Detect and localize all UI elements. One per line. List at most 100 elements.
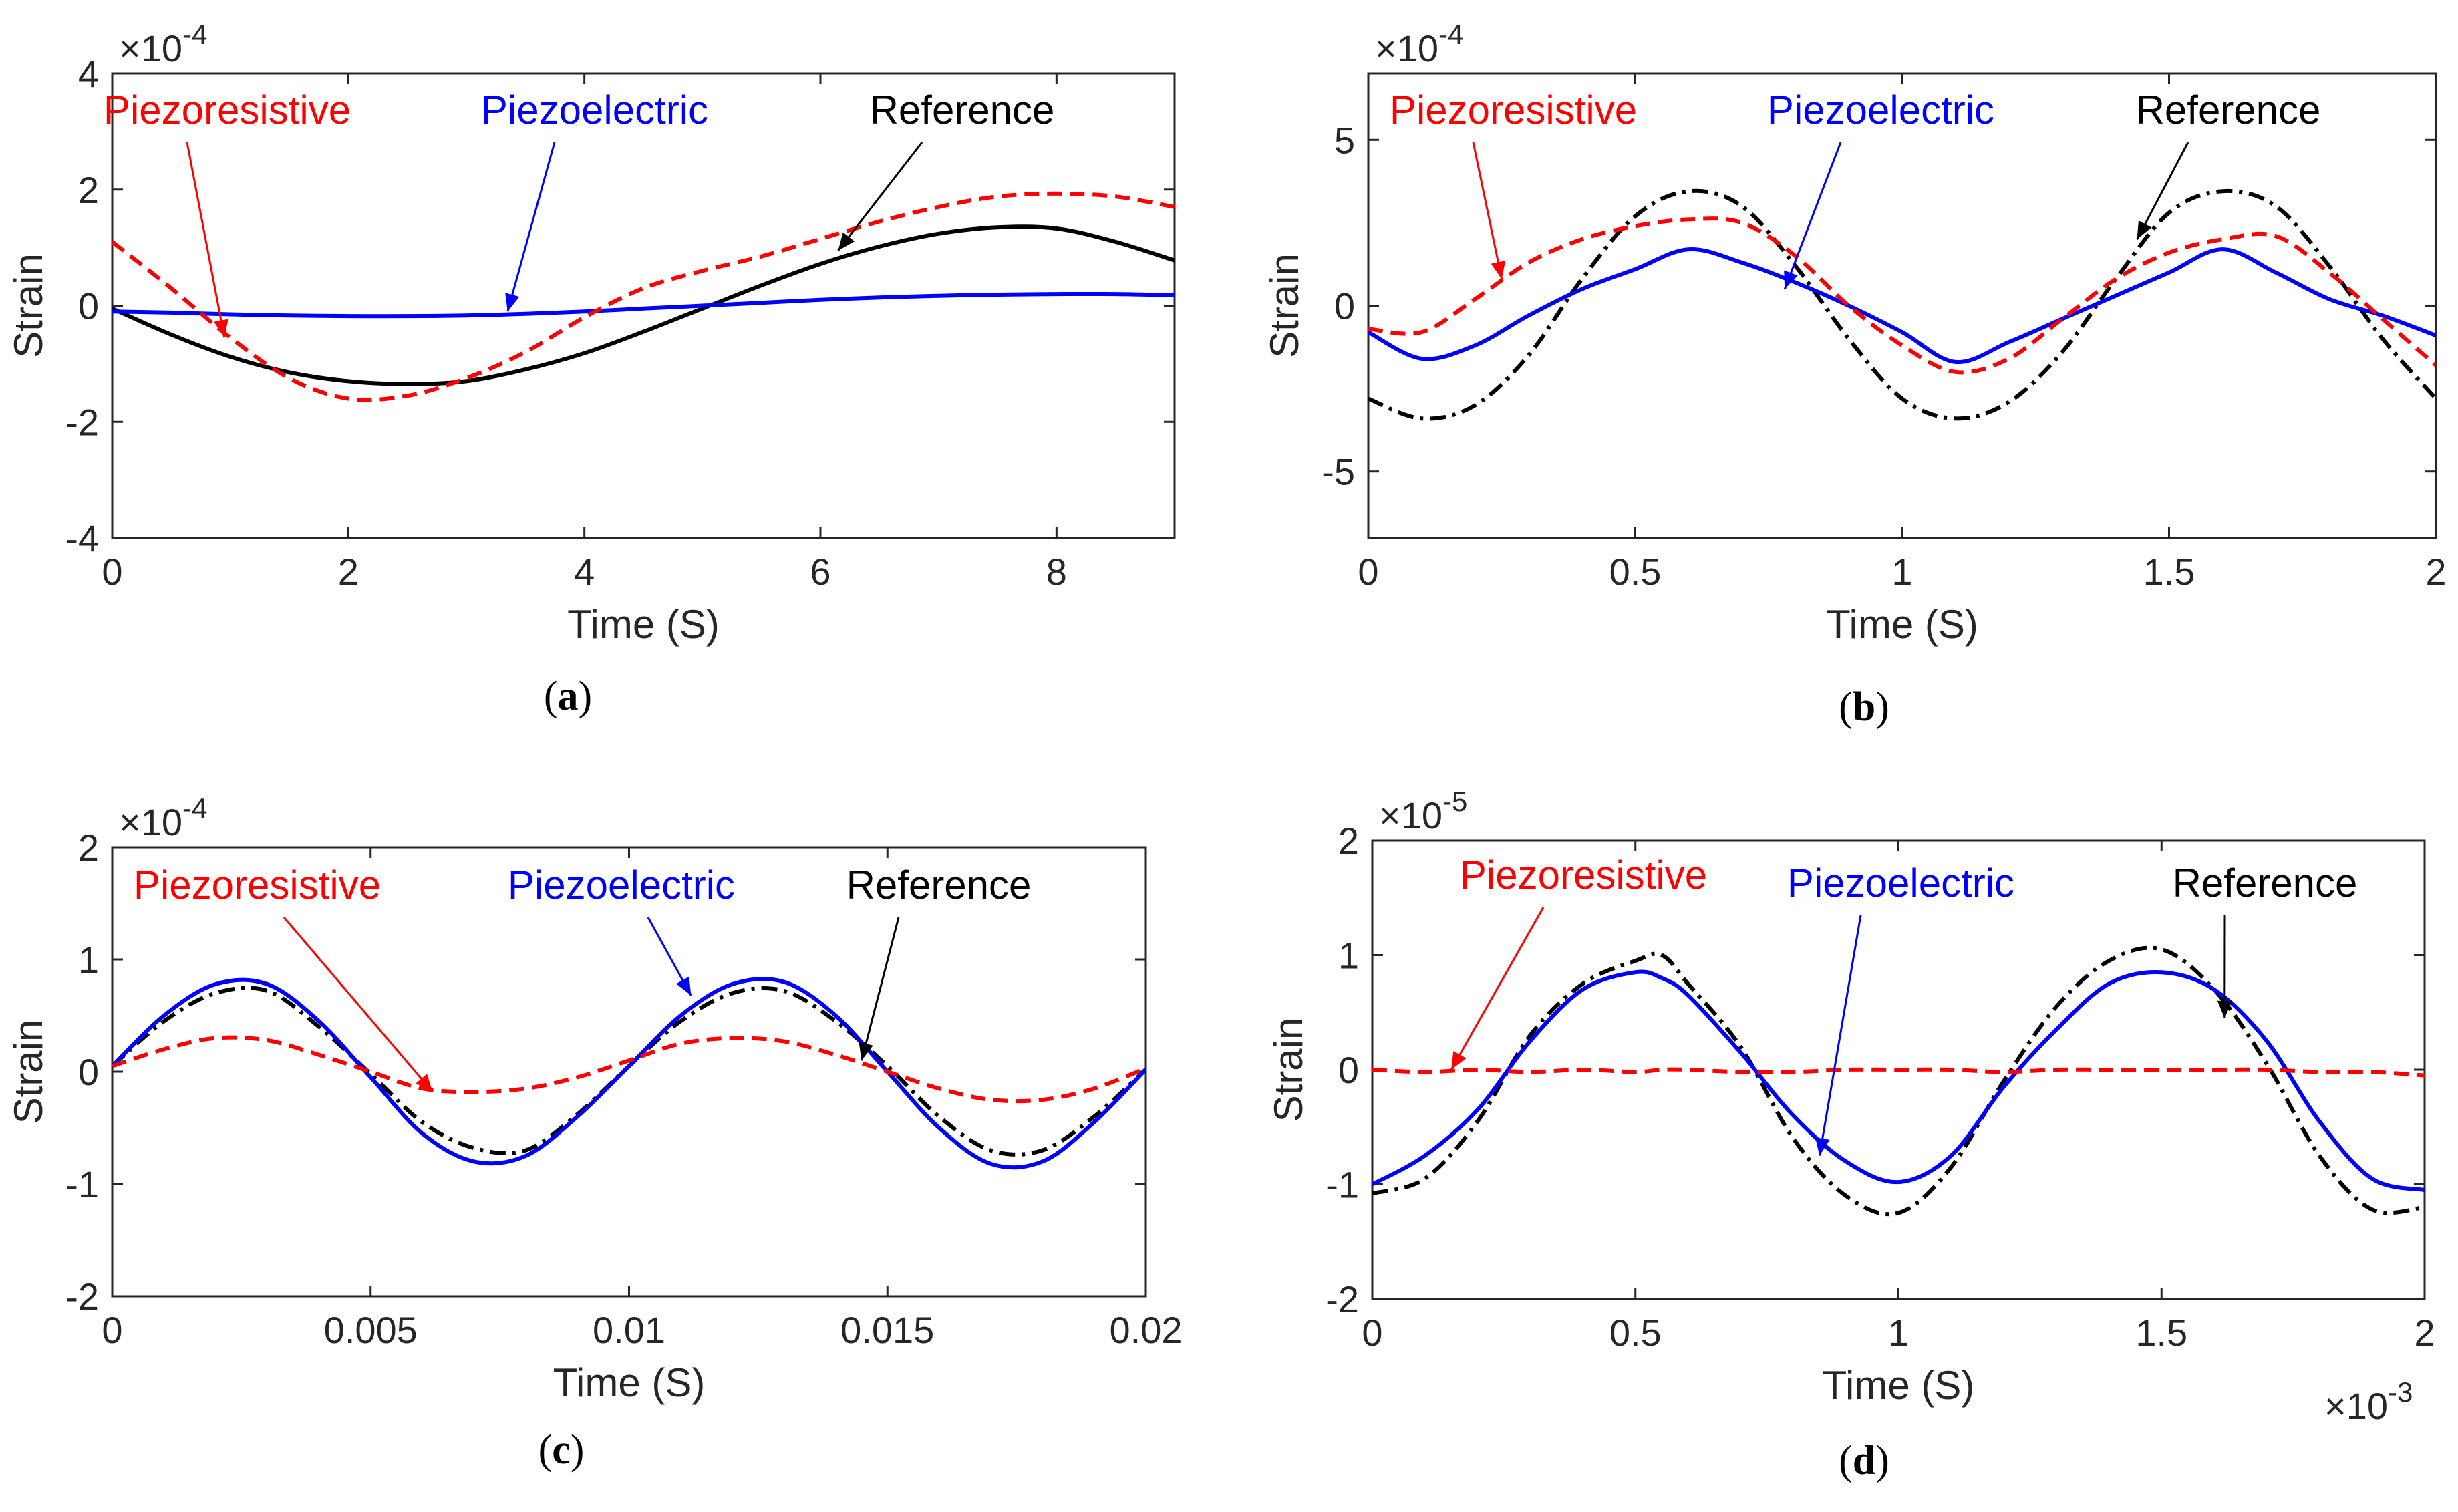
panel-caption: (d) [1839, 1438, 1889, 1483]
annotation-label-reference: Reference [847, 863, 1032, 907]
annotation-arrow-piezoelectric [1818, 915, 1862, 1156]
y-tick-label: -1 [65, 1163, 99, 1205]
x-tick-label: 0.5 [1609, 551, 1662, 593]
y-axis-label: Strain [1266, 1018, 1311, 1122]
x-tick-label: 1 [1891, 551, 1912, 593]
series-line-piezoelectric [112, 977, 1146, 1170]
annotation-arrowhead-piezoresistive [1491, 261, 1506, 279]
x-tick-label: 1.5 [2135, 1312, 2187, 1354]
x-axis-label: Time (S) [1823, 1363, 1975, 1408]
x-axis-label: Time (S) [1826, 602, 1978, 647]
x-tick-label: 1.5 [2143, 551, 2195, 593]
x-tick-label: 8 [1046, 551, 1067, 593]
y-tick-label: 2 [78, 826, 99, 869]
annotation-arrowhead-piezoelectric [1784, 270, 1798, 289]
annotation-arrowhead-reference [838, 232, 855, 251]
y-axis-label: Strain [6, 253, 51, 358]
y-tick-label: 0 [78, 1051, 99, 1093]
y-exponent-label: ×10-5 [1379, 786, 1467, 837]
annotation-label-piezoelectric: Piezoelectric [1767, 88, 1994, 132]
annotation-label-piezoelectric: Piezoelectric [481, 88, 708, 132]
annotation-arrowhead-piezoresistive [214, 319, 228, 338]
x-tick-label: 2 [2414, 1312, 2435, 1354]
annotation-arrow-reference [2136, 142, 2189, 240]
x-tick-label: 0 [102, 551, 122, 593]
y-tick-label: 0 [78, 285, 99, 327]
x-axis-label: Time (S) [567, 602, 720, 647]
series-line-piezoelectric [1368, 247, 2436, 364]
series-line-piezoresistive [112, 191, 1175, 402]
series-line-piezoelectric [1372, 969, 2425, 1193]
annotation-arrow-piezoelectric [506, 142, 556, 312]
x-tick-label: 4 [574, 551, 595, 593]
annotation-arrow-reference [861, 917, 900, 1061]
x-tick-label: 0.015 [840, 1309, 934, 1351]
series-line-piezoresistive [1372, 1067, 2425, 1078]
annotation-arrow-reference [837, 142, 923, 251]
y-tick-label: 1 [1338, 935, 1359, 977]
annotation-arrow-piezoresistive [186, 142, 226, 338]
annotation-arrow-piezoelectric [1783, 142, 1842, 290]
y-tick-label: 5 [1334, 119, 1355, 161]
x-tick-label: 6 [810, 551, 830, 593]
y-tick-label: 4 [78, 53, 99, 95]
x-tick-label: 0.02 [1110, 1309, 1183, 1351]
annotation-arrow-piezoresistive [1450, 907, 1545, 1070]
panel-caption: (a) [544, 673, 592, 719]
series-line-piezoresistive [112, 1035, 1146, 1104]
annotation-arrow-piezoresistive [1472, 142, 1503, 280]
annotation-label-piezoresistive: Piezoresistive [134, 863, 381, 907]
series-line-reference [1372, 945, 2425, 1217]
series-line-piezoelectric [112, 291, 1175, 319]
annotation-arrow-piezoresistive [283, 917, 434, 1093]
x-tick-label: 0 [102, 1309, 122, 1351]
annotation-arrowhead-reference [859, 1042, 873, 1061]
y-tick-label: 2 [78, 169, 99, 211]
y-tick-label: -2 [65, 1275, 99, 1318]
annotation-label-piezoelectric: Piezoelectric [1787, 861, 2014, 905]
y-tick-label: -5 [1322, 451, 1355, 493]
y-tick-label: 1 [78, 939, 99, 981]
y-axis-label: Strain [1262, 253, 1307, 358]
annotation-label-piezoresistive: Piezoresistive [1390, 88, 1637, 132]
y-tick-label: -2 [1326, 1278, 1359, 1320]
annotation-arrowhead-reference [2217, 1000, 2232, 1018]
annotation-label-piezoelectric: Piezoelectric [508, 863, 735, 907]
annotation-arrowhead-piezoresistive [416, 1074, 433, 1092]
x-axis-label: Time (S) [553, 1360, 706, 1405]
y-axis-label: Strain [6, 1020, 51, 1124]
x-tick-label: 0.5 [1609, 1312, 1662, 1354]
series-line-reference [1368, 188, 2436, 421]
y-tick-label: -4 [65, 517, 99, 559]
panel-caption: (b) [1839, 684, 1889, 730]
annotation-arrowhead-piezoelectric [505, 293, 520, 312]
y-tick-label: 0 [1338, 1049, 1359, 1091]
annotation-label-piezoresistive: Piezoresistive [1460, 853, 1707, 897]
annotation-label-reference: Reference [2173, 861, 2358, 905]
x-tick-label: 0.005 [324, 1309, 418, 1351]
annotation-arrowhead-piezoelectric [676, 976, 692, 996]
series-line-reference [112, 224, 1175, 386]
x-exponent-label: ×10-3 [2324, 1376, 2413, 1427]
x-tick-label: 0.01 [593, 1309, 665, 1351]
annotation-label-reference: Reference [2136, 88, 2321, 132]
y-tick-label: -2 [65, 401, 99, 443]
annotation-arrowhead-piezoelectric [1815, 1137, 1830, 1156]
annotation-arrowhead-piezoresistive [1451, 1050, 1467, 1070]
x-tick-label: 2 [338, 551, 359, 593]
annotation-label-piezoresistive: Piezoresistive [104, 88, 351, 132]
x-tick-label: 1 [1888, 1312, 1909, 1354]
y-tick-label: -1 [1326, 1164, 1359, 1206]
y-tick-label: 2 [1338, 820, 1359, 862]
annotation-label-reference: Reference [870, 88, 1055, 132]
panel-caption: (c) [539, 1427, 585, 1473]
x-tick-label: 0 [1362, 1312, 1382, 1354]
y-tick-label: 0 [1334, 285, 1355, 327]
chart-d: 0 0.5 1 1.5 2 -2 -1 0 1 2 ×10-5 ×10-3 Time (S) Strain… [1266, 786, 2435, 1483]
